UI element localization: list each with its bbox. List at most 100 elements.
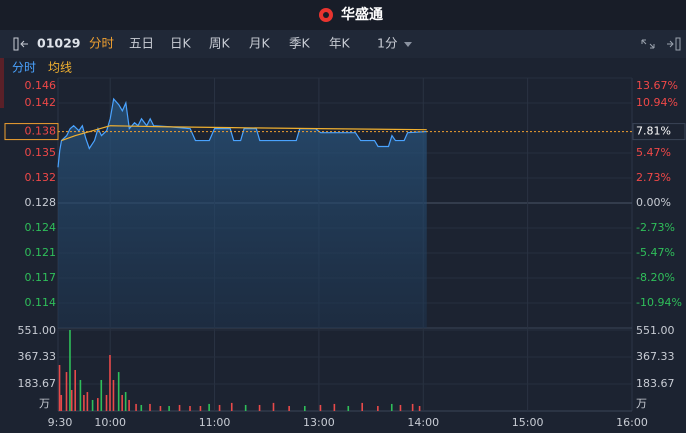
- volume-unit: 万: [636, 397, 647, 410]
- volume-tick-label: 367.33: [636, 350, 675, 363]
- volume-bar: [65, 372, 68, 411]
- volume-bar: [124, 392, 127, 411]
- price-label: 0.128: [25, 196, 57, 209]
- symbol: 01029: [37, 36, 81, 51]
- volume-bar: [117, 372, 120, 411]
- y-tick-label: -5.47%: [636, 246, 675, 259]
- sidebar-button[interactable]: [667, 37, 681, 51]
- y-tick-label: -10.94%: [636, 296, 682, 309]
- toolbar: [0, 30, 686, 58]
- volume-bar: [258, 404, 261, 411]
- price-line: [57, 97, 427, 168]
- volume-bar: [361, 402, 363, 411]
- y-tick-label: 0.00%: [636, 196, 671, 209]
- current-price-box: [4, 123, 59, 141]
- volume-bar: [208, 403, 210, 411]
- legend-item: 分时: [12, 61, 36, 75]
- volume-bar: [377, 406, 379, 411]
- volume-bar: [319, 404, 322, 411]
- price-label: 0.124: [25, 221, 57, 234]
- volume-bar: [60, 394, 63, 411]
- volume-bar: [100, 379, 103, 411]
- volume-bar: [411, 403, 414, 411]
- volume-bar: [121, 394, 123, 411]
- x-tick-label: 14:00: [407, 416, 439, 429]
- volume-bar: [218, 404, 221, 411]
- brand: 华盛通: [341, 6, 383, 23]
- legend-item: 均线: [48, 61, 72, 75]
- y-tick-label: 2.73%: [636, 171, 671, 184]
- price-label: 0.132: [25, 171, 57, 184]
- collapse-button[interactable]: [13, 37, 28, 51]
- price-label: 0.146: [25, 79, 57, 92]
- volume-bar: [390, 403, 393, 411]
- volume-bar: [112, 379, 115, 411]
- y-tick-label: -8.20%: [636, 271, 675, 284]
- logo-icon: [319, 8, 333, 22]
- volume-bar: [272, 402, 275, 411]
- price-label: 0.135: [25, 146, 57, 159]
- tab[interactable]: 分时: [89, 36, 115, 51]
- y-tick-label: 13.67%: [636, 79, 678, 92]
- volume-bar: [91, 399, 94, 411]
- x-tick-label: 11:00: [199, 416, 231, 429]
- y-tick-label: 10.94%: [636, 96, 678, 109]
- expand-button[interactable]: [641, 39, 655, 49]
- volume-bar: [86, 392, 89, 411]
- volume-bar: [199, 406, 202, 411]
- volume-bar: [70, 389, 73, 411]
- dropdown-arrow[interactable]: [404, 42, 412, 47]
- volume-bar: [178, 404, 181, 411]
- price-area: [58, 98, 427, 328]
- x-tick-label: 15:00: [512, 416, 544, 429]
- price-label: 0.114: [25, 296, 57, 309]
- volume-bar: [347, 406, 350, 411]
- tab[interactable]: 周K: [209, 36, 231, 51]
- volume-bar: [333, 403, 336, 411]
- x-tick-label: 16:00: [616, 416, 648, 429]
- y-tick-label: 5.47%: [636, 146, 671, 159]
- price-label: 0.142: [25, 96, 57, 109]
- x-tick-label: 10:00: [94, 416, 126, 429]
- volume-bar: [135, 403, 137, 411]
- x-tick-label: 9:30: [48, 416, 73, 429]
- volume-bar: [399, 404, 402, 411]
- tab[interactable]: 季K: [289, 36, 311, 51]
- tab[interactable]: 月K: [249, 36, 271, 51]
- volume-bar: [244, 404, 247, 411]
- side-strip: [0, 58, 4, 108]
- volume-tick-label: 183.67: [636, 377, 675, 390]
- volume-tick-label: 551.00: [18, 324, 57, 337]
- volume-bar: [69, 330, 71, 411]
- volume-bar: [303, 406, 306, 411]
- volume-bar: [74, 369, 76, 411]
- volume-bar: [168, 406, 170, 411]
- volume-tick-label: 551.00: [636, 324, 675, 337]
- volume-bar: [109, 354, 111, 411]
- volume-tick-label: 367.33: [18, 350, 57, 363]
- volume-bar: [105, 394, 108, 411]
- current-pct: 7.81%: [636, 125, 671, 138]
- volume-bar: [149, 403, 151, 411]
- tab[interactable]: 日K: [170, 36, 192, 51]
- volume-bar: [128, 399, 130, 411]
- current-price: 0.138: [25, 125, 57, 138]
- current-pct-box: [632, 123, 686, 141]
- interval-select[interactable]: 1分: [377, 36, 397, 51]
- title-bar: [0, 0, 686, 30]
- tab[interactable]: 五日: [129, 36, 154, 51]
- tab[interactable]: 年K: [329, 36, 351, 51]
- volume-bar: [79, 379, 82, 411]
- volume-tick-label: 183.67: [18, 377, 57, 390]
- price-label: 0.121: [25, 246, 57, 259]
- average-line: [61, 125, 427, 142]
- volume-bar: [97, 398, 99, 411]
- price-label: 0.117: [25, 271, 57, 284]
- volume-bar: [58, 364, 61, 411]
- volume-unit: 万: [39, 397, 50, 410]
- volume-bar: [418, 406, 421, 411]
- x-tick-label: 13:00: [303, 416, 335, 429]
- volume-bar: [83, 394, 85, 411]
- volume-bar: [230, 402, 233, 411]
